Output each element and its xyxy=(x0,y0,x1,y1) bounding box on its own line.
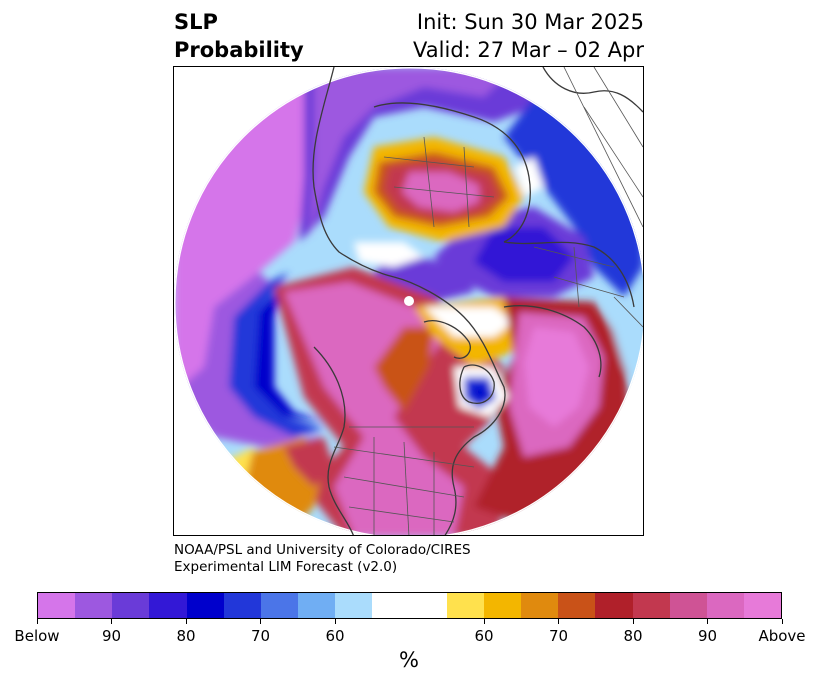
colorbar-segment xyxy=(446,593,484,618)
colorbar-segment xyxy=(75,593,113,618)
colorbar-segment xyxy=(223,593,261,618)
colorbar-tick xyxy=(483,619,485,624)
colorbar-segment xyxy=(483,593,522,618)
forecast-dates: Init: Sun 30 Mar 2025 Valid: 27 Mar – 02… xyxy=(413,8,644,64)
colorbar-tick-label: 90 xyxy=(101,627,122,645)
colorbar-segment xyxy=(706,593,744,618)
colorbar-tick-label: 70 xyxy=(548,627,569,645)
political-borders xyxy=(333,67,643,535)
colorbar-segment xyxy=(632,593,670,618)
colorbar-tick-label: Below xyxy=(14,627,60,645)
colorbar-segment xyxy=(112,593,150,618)
colorbar-tick xyxy=(185,619,187,624)
credit-text: NOAA/PSL and University of Colorado/CIRE… xyxy=(174,542,471,576)
colorbar-tick xyxy=(707,619,708,624)
colorbar-tick xyxy=(558,619,559,624)
colorbar-tick xyxy=(334,619,336,624)
valid-date-range: Valid: 27 Mar – 02 Apr xyxy=(413,38,644,62)
colorbar-segment xyxy=(260,593,299,618)
colorbar-tick xyxy=(36,619,38,624)
colorbar-tick-label: 90 xyxy=(697,627,718,645)
colorbar-segment xyxy=(669,593,707,618)
colorbar-tick-label: 80 xyxy=(176,627,196,645)
colorbar-segment xyxy=(558,593,596,618)
probability-map xyxy=(173,66,644,536)
colorbar xyxy=(37,592,782,619)
colorbar-segment xyxy=(298,593,336,618)
map-title: SLP Probability xyxy=(174,8,304,64)
colorbar-tick-label: 60 xyxy=(474,627,494,645)
colorbar-segment xyxy=(595,593,633,618)
colorbar-segment xyxy=(335,593,373,618)
title-line-2: Probability xyxy=(174,38,304,62)
colorbar-unit: % xyxy=(399,648,419,672)
colorbar-segment xyxy=(409,593,447,618)
coastlines xyxy=(312,67,643,535)
colorbar-tick xyxy=(632,619,634,624)
colorbar-tick-label: 80 xyxy=(623,627,643,645)
colorbar-tick-label: 70 xyxy=(250,627,271,645)
colorbar-tick-label: 60 xyxy=(325,627,345,645)
colorbar-segment xyxy=(743,593,782,618)
colorbar-segment xyxy=(372,593,410,618)
colorbar-segment xyxy=(521,593,559,618)
credit-line-2: Experimental LIM Forecast (v2.0) xyxy=(174,559,398,575)
colorbar-segment xyxy=(38,593,76,618)
colorbar-tick-label: Above xyxy=(758,627,806,645)
title-line-1: SLP xyxy=(174,10,218,34)
north-pole-marker xyxy=(404,296,414,306)
colorbar-tick xyxy=(111,619,112,624)
colorbar-tick xyxy=(781,619,783,624)
colorbar-segment xyxy=(186,593,224,618)
colorbar-tick xyxy=(260,619,261,624)
init-date: Init: Sun 30 Mar 2025 xyxy=(416,10,644,34)
polar-map-svg xyxy=(174,67,643,535)
colorbar-segment xyxy=(149,593,187,618)
credit-line-1: NOAA/PSL and University of Colorado/CIRE… xyxy=(174,542,471,558)
